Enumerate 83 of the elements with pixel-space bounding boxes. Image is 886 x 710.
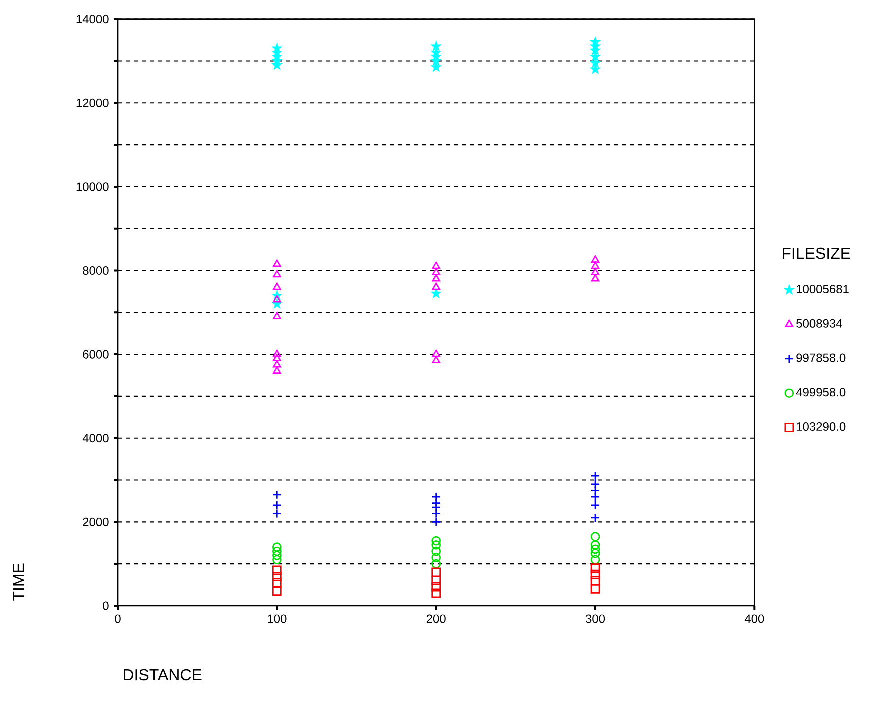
point	[590, 555, 600, 565]
y-tick-label: 10000	[76, 182, 109, 192]
legend-label: 103290.0	[796, 422, 846, 432]
point	[272, 546, 282, 556]
point	[273, 366, 282, 374]
point	[432, 262, 440, 270]
point	[272, 509, 282, 518]
point	[273, 282, 282, 290]
point	[432, 356, 440, 364]
legend-label: 10005681	[796, 285, 849, 294]
point	[272, 44, 282, 53]
point	[432, 48, 441, 57]
y-axis-title: TIME	[13, 564, 24, 601]
x-tick-label: 100	[268, 614, 287, 624]
x-tick-label: 300	[586, 614, 606, 624]
point	[432, 546, 442, 556]
x-tick-label: 400	[744, 614, 764, 624]
point	[432, 509, 442, 518]
y-tick-label: 12000	[76, 98, 109, 108]
point	[591, 262, 600, 270]
point	[273, 270, 282, 278]
point	[273, 350, 282, 358]
point	[590, 532, 600, 542]
point	[432, 559, 442, 569]
point	[432, 518, 442, 527]
point	[272, 578, 282, 588]
y-tick-label: 14000	[76, 15, 109, 24]
y-tick-label: 8000	[83, 266, 109, 276]
point	[432, 498, 442, 508]
point	[272, 490, 282, 500]
point	[432, 568, 442, 578]
point	[273, 260, 282, 268]
point	[590, 570, 600, 580]
point	[273, 354, 282, 362]
point	[273, 360, 282, 368]
legend-title: FILESIZE	[782, 248, 850, 260]
point	[432, 268, 440, 276]
x-axis-title: DISTANCE	[124, 669, 202, 681]
point	[432, 540, 442, 550]
point	[590, 564, 600, 573]
point	[590, 486, 600, 496]
point	[273, 295, 282, 303]
point	[272, 572, 282, 582]
y-tick-label: 0	[103, 602, 109, 610]
point	[272, 542, 282, 552]
y-tick-label: 4000	[82, 434, 109, 443]
point	[591, 268, 600, 276]
legend-label: 499958.0	[796, 388, 846, 397]
point	[590, 540, 600, 550]
y-tick-label: 6000	[83, 350, 109, 359]
point	[272, 551, 282, 560]
point	[590, 471, 600, 481]
point	[272, 586, 282, 596]
point	[272, 566, 282, 576]
point	[273, 312, 282, 320]
point	[432, 282, 440, 290]
point	[590, 513, 600, 523]
legend-label: 997858.0	[796, 354, 846, 362]
point	[432, 582, 442, 592]
point	[432, 350, 440, 358]
point	[432, 42, 441, 50]
point	[432, 492, 442, 502]
point	[432, 553, 442, 562]
point	[590, 576, 600, 586]
point	[591, 274, 600, 282]
point	[590, 584, 600, 594]
point	[432, 576, 442, 586]
point	[272, 500, 282, 510]
point	[272, 555, 282, 565]
point	[432, 536, 442, 546]
point	[590, 492, 600, 502]
point	[432, 274, 440, 282]
point	[590, 544, 600, 554]
point	[591, 256, 600, 263]
point	[590, 548, 600, 558]
x-tick-label: 0	[115, 614, 121, 624]
point	[432, 62, 441, 72]
legend-label: 5008934	[796, 319, 842, 328]
point	[590, 480, 600, 490]
x-tick-label: 200	[426, 614, 446, 624]
point	[590, 500, 600, 510]
y-tick-label: 2000	[83, 518, 109, 526]
point	[432, 588, 442, 598]
